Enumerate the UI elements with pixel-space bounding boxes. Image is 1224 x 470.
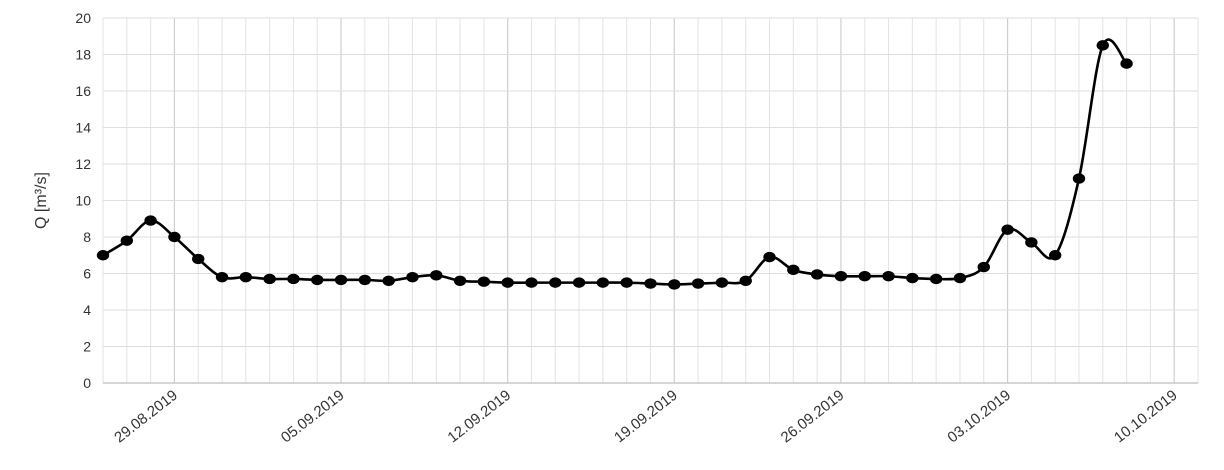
x-tick-label: 29.08.2019	[111, 387, 181, 447]
data-point	[882, 271, 895, 282]
x-tick-labels: 29.08.2019 05.09.2019 12.09.2019 19.09.2019…	[111, 387, 1180, 447]
data-point	[168, 231, 181, 243]
data-point	[453, 275, 467, 286]
data-point	[596, 277, 610, 288]
data-point	[691, 278, 705, 289]
data-point	[810, 269, 824, 280]
x-tick-label: 26.09.2019	[778, 387, 848, 447]
y-tick-label: 14	[75, 120, 91, 136]
x-tick-label: 12.09.2019	[445, 387, 515, 447]
data-point	[858, 271, 871, 282]
x-tick-label: 05.09.2019	[278, 387, 348, 447]
y-tick-label: 0	[83, 375, 91, 391]
data-point	[1001, 224, 1014, 235]
y-axis-label: Q [m³/s]	[33, 172, 50, 229]
data-point	[787, 264, 800, 276]
data-point	[1096, 40, 1109, 51]
data-point	[382, 275, 395, 286]
data-point	[287, 273, 300, 285]
data-point	[572, 277, 586, 288]
data-point	[525, 277, 538, 288]
data-point	[1025, 237, 1038, 248]
data-point	[668, 279, 681, 290]
data-point	[620, 277, 633, 288]
data-point	[763, 251, 776, 263]
y-tick-label: 20	[75, 10, 91, 26]
data-point	[477, 276, 491, 287]
data-point	[929, 273, 943, 285]
y-tick-label: 8	[83, 229, 91, 245]
data-point	[834, 271, 848, 282]
y-gridlines	[103, 17, 1198, 347]
data-point	[1072, 173, 1086, 184]
x-tick-label: 19.09.2019	[611, 387, 681, 447]
y-tick-label: 2	[83, 339, 91, 355]
data-point	[96, 250, 110, 261]
data-point	[644, 278, 657, 289]
y-tick-label: 16	[75, 83, 91, 99]
y-tick-label: 12	[75, 156, 91, 172]
data-point	[1048, 250, 1062, 261]
series-line	[102, 38, 1128, 286]
data-point	[144, 215, 157, 226]
x-tick-label: 10.10.2019	[1111, 387, 1181, 447]
x-tick-label: 03.10.2019	[944, 387, 1014, 447]
y-tick-labels: 0 2 4 6 8 10 12 14 16 18 20	[75, 10, 91, 391]
data-point	[1120, 58, 1133, 69]
data-point	[715, 277, 729, 288]
data-point	[501, 277, 514, 288]
data-point	[334, 274, 348, 286]
data-point	[358, 274, 372, 286]
data-point	[906, 272, 919, 284]
data-point	[739, 275, 752, 286]
data-point	[430, 270, 443, 281]
y-tick-label: 6	[83, 266, 91, 282]
data-point	[239, 271, 253, 283]
y-tick-label: 4	[83, 302, 91, 318]
data-point	[120, 235, 134, 246]
data-point	[215, 271, 229, 283]
y-tick-label: 18	[75, 47, 91, 63]
y-tick-label: 10	[75, 193, 91, 209]
data-point	[263, 273, 276, 285]
data-point	[953, 272, 967, 284]
data-point	[549, 277, 562, 288]
data-point	[311, 274, 324, 286]
data-point	[192, 253, 205, 265]
data-point	[406, 271, 419, 283]
data-point	[977, 261, 990, 273]
series-group	[96, 38, 1133, 290]
